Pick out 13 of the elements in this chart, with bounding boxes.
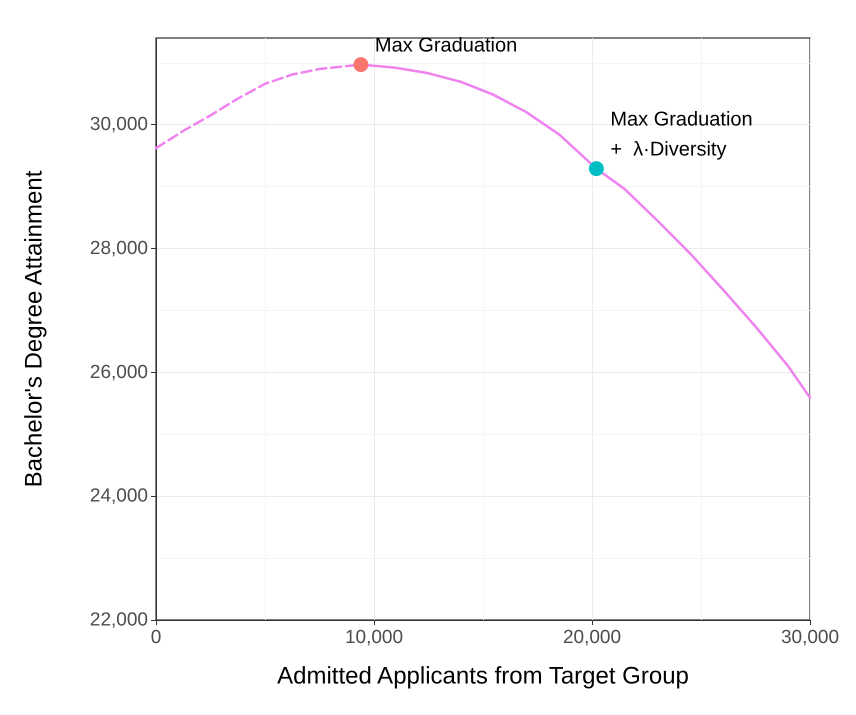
x-tick-label: 10,000 [344,627,404,648]
y-axis-title: Bachelor's Degree Attainment [20,170,48,488]
x-axis-title: Admitted Applicants from Target Group [277,662,689,690]
x-tick-label: 20,000 [562,627,622,648]
annotation: Max Graduation + λ·Diversity [610,108,753,161]
y-tick-label: 22,000 [90,610,148,630]
y-tick-label: 26,000 [90,362,148,383]
y-tick-label: 24,000 [90,486,148,507]
x-tick-label: 30,000 [780,627,840,648]
annotation: Max Graduation [374,34,518,57]
y-tick-label: 28,000 [90,238,148,260]
y-tick-label: 30,000 [90,114,148,136]
x-tick-label: 0 [150,627,162,648]
